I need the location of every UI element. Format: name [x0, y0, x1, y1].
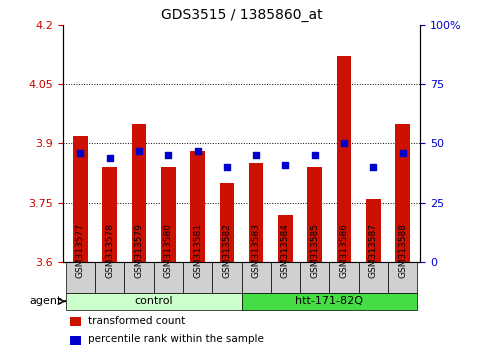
Point: [223, 164, 231, 170]
FancyBboxPatch shape: [359, 262, 388, 293]
Bar: [132, 124, 146, 262]
Point: [164, 153, 172, 158]
Point: [252, 153, 260, 158]
Bar: [73, 136, 88, 262]
Bar: [161, 167, 176, 262]
FancyBboxPatch shape: [212, 262, 242, 293]
Text: GSM313578: GSM313578: [105, 223, 114, 278]
FancyBboxPatch shape: [388, 262, 417, 293]
Text: percentile rank within the sample: percentile rank within the sample: [88, 335, 264, 344]
FancyBboxPatch shape: [183, 262, 212, 293]
Text: GSM313580: GSM313580: [164, 223, 173, 278]
Text: transformed count: transformed count: [88, 316, 185, 326]
Point: [135, 148, 143, 153]
Point: [369, 164, 377, 170]
Point: [194, 148, 201, 153]
Text: htt-171-82Q: htt-171-82Q: [296, 296, 363, 306]
FancyBboxPatch shape: [66, 293, 242, 310]
Text: GSM313587: GSM313587: [369, 223, 378, 278]
FancyBboxPatch shape: [271, 262, 300, 293]
Title: GDS3515 / 1385860_at: GDS3515 / 1385860_at: [161, 8, 322, 22]
Point: [76, 150, 84, 156]
Text: GSM313581: GSM313581: [193, 223, 202, 278]
Text: agent: agent: [30, 296, 62, 306]
FancyBboxPatch shape: [329, 262, 359, 293]
Text: GSM313579: GSM313579: [134, 223, 143, 278]
Text: control: control: [134, 296, 173, 306]
Text: GSM313577: GSM313577: [76, 223, 85, 278]
Text: GSM313588: GSM313588: [398, 223, 407, 278]
Point: [106, 155, 114, 160]
Bar: [278, 215, 293, 262]
Point: [282, 162, 289, 168]
Text: GSM313584: GSM313584: [281, 223, 290, 278]
Bar: [190, 152, 205, 262]
Point: [340, 141, 348, 146]
Bar: [366, 199, 381, 262]
FancyBboxPatch shape: [95, 262, 124, 293]
Bar: [337, 56, 351, 262]
FancyBboxPatch shape: [242, 262, 271, 293]
Bar: [307, 167, 322, 262]
FancyBboxPatch shape: [300, 262, 329, 293]
Bar: [102, 167, 117, 262]
Text: GSM313585: GSM313585: [310, 223, 319, 278]
Bar: [395, 124, 410, 262]
FancyBboxPatch shape: [242, 293, 417, 310]
Bar: [70, 336, 81, 345]
Text: GSM313586: GSM313586: [340, 223, 349, 278]
Bar: [220, 183, 234, 262]
Bar: [249, 163, 263, 262]
FancyBboxPatch shape: [124, 262, 154, 293]
Text: GSM313582: GSM313582: [222, 223, 231, 278]
Bar: [70, 317, 81, 326]
Text: GSM313583: GSM313583: [252, 223, 261, 278]
FancyBboxPatch shape: [66, 262, 95, 293]
Point: [311, 153, 319, 158]
Point: [399, 150, 407, 156]
FancyBboxPatch shape: [154, 262, 183, 293]
